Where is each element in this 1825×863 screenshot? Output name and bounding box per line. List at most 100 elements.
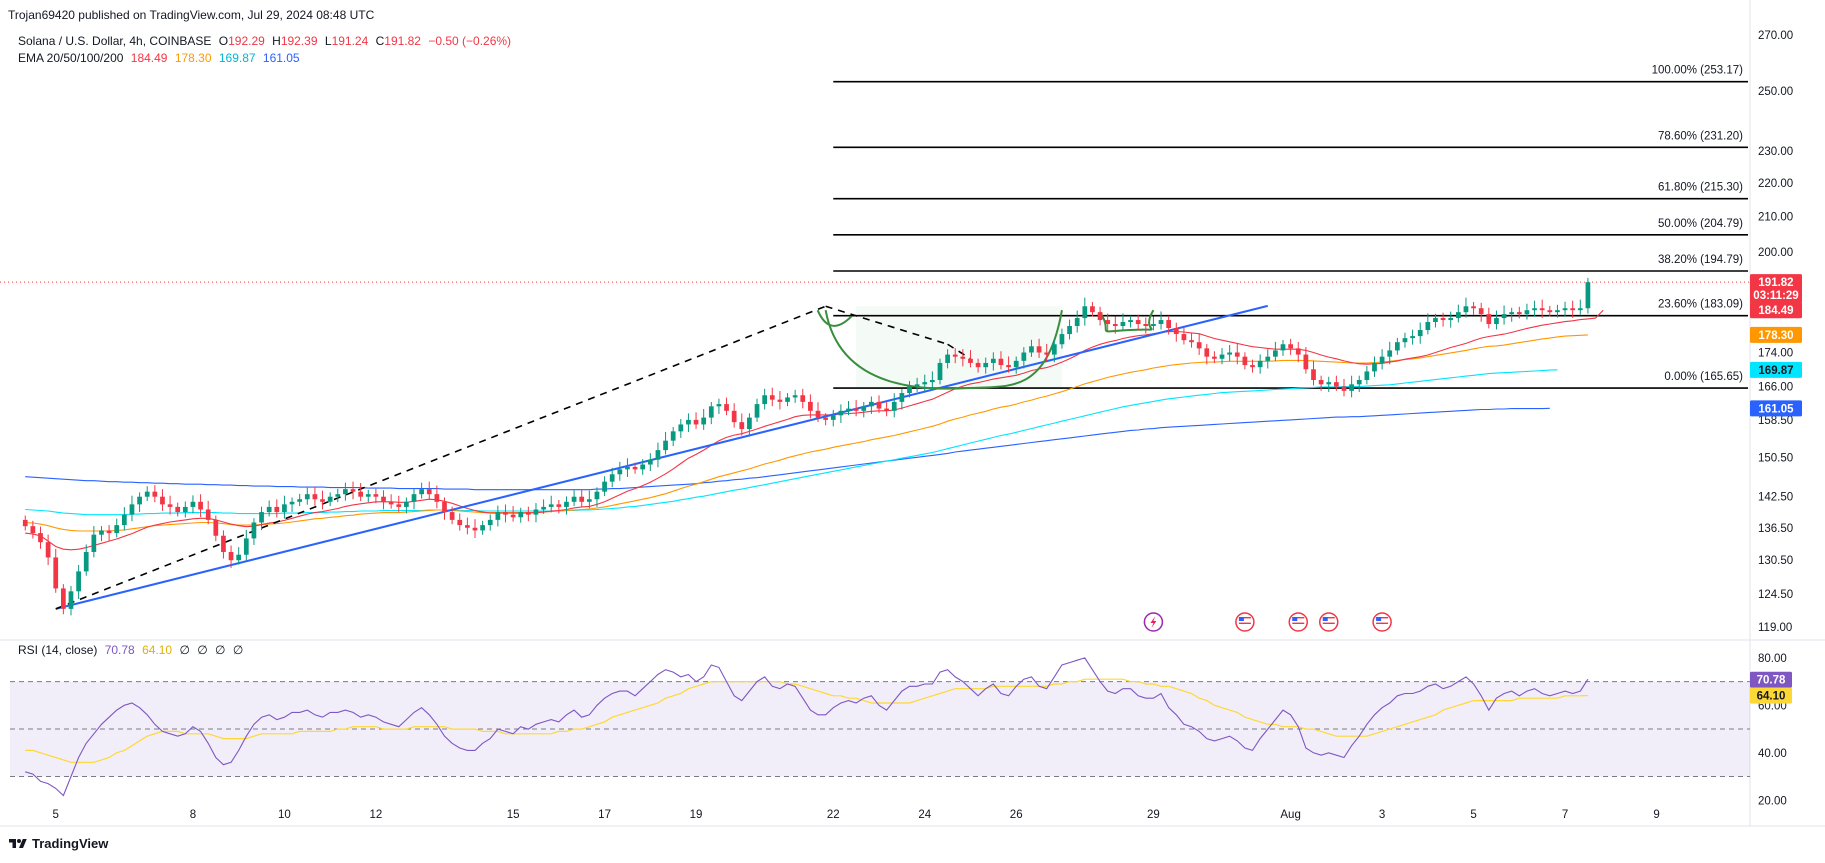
rsi-value: 70.78 [104, 643, 135, 657]
candle-body [815, 410, 821, 418]
candle [968, 350, 973, 368]
candle-body [1547, 310, 1553, 313]
candle-body [221, 535, 226, 552]
candle-body [274, 506, 280, 513]
candle-body [960, 356, 966, 359]
candle [983, 357, 989, 374]
ema20-line [25, 309, 1604, 551]
candle [327, 492, 333, 507]
candle [1173, 322, 1179, 342]
tradingview-brand[interactable]: TradingView [8, 836, 108, 851]
candle [716, 398, 722, 414]
candle-body [1471, 306, 1476, 309]
candle-body [1455, 312, 1461, 319]
candle-body [106, 530, 112, 534]
candle [625, 458, 630, 477]
drawings[interactable] [55, 304, 1269, 610]
candle-body [701, 417, 707, 425]
candle [1265, 349, 1271, 369]
candle-body [1036, 346, 1042, 353]
candle [1082, 297, 1088, 326]
candle [876, 395, 882, 413]
ema100-value: 169.87 [218, 51, 256, 65]
candle-body [1257, 360, 1263, 368]
candle [594, 487, 600, 507]
flag-canton [1376, 617, 1382, 621]
candle-body [411, 494, 417, 502]
candle-body [1189, 340, 1194, 343]
time-tick-label: 12 [369, 809, 382, 821]
candle-body [1356, 379, 1362, 385]
ema50-line [25, 334, 1588, 532]
candle [365, 489, 371, 503]
candle [1242, 352, 1248, 370]
candle-body [419, 489, 424, 495]
candle-body [579, 496, 585, 502]
candle-body [609, 474, 615, 482]
candle-body [518, 512, 524, 518]
candle [1394, 337, 1400, 355]
candle [678, 419, 684, 438]
rsi-extra-4: ∅ [232, 643, 244, 657]
fib-level-label: 50.00% (204.79) [1658, 218, 1743, 230]
candle [579, 489, 585, 508]
candle [1516, 306, 1522, 319]
candle-body [1303, 354, 1309, 370]
candle-body [480, 525, 485, 531]
candle [1036, 338, 1042, 358]
ema-legend[interactable]: EMA 20/50/100/200 184.49 178.30 169.87 1… [18, 51, 304, 65]
candle-body [365, 494, 371, 497]
time-tick-label: 5 [53, 809, 59, 821]
rsi-extra-3: ∅ [215, 643, 226, 657]
candle [312, 486, 318, 506]
candle-body [1394, 342, 1400, 351]
candle [952, 348, 958, 364]
flag-stripe [1376, 622, 1389, 624]
candle [182, 501, 188, 518]
candle [274, 499, 280, 518]
event-markers[interactable] [1143, 612, 1392, 632]
rsi-extra-1: ∅ [179, 643, 190, 657]
candle-body [586, 499, 592, 502]
candle-body [1372, 362, 1377, 372]
candle-body [548, 504, 554, 507]
open-label: O [218, 34, 229, 48]
candle-body [1280, 344, 1286, 351]
candle [663, 432, 668, 455]
candle-body [1402, 338, 1408, 343]
cup-left-curve [816, 309, 853, 327]
candle [1257, 354, 1263, 374]
candle-body [236, 554, 242, 561]
ema20-value: 184.49 [130, 51, 168, 65]
candle [617, 461, 623, 481]
candle [1212, 351, 1217, 364]
symbol-legend[interactable]: Solana / U.S. Dollar, 4h, COINBASE O192.… [18, 34, 515, 48]
candle [449, 506, 455, 525]
candle [785, 393, 790, 407]
rsi-legend[interactable]: RSI (14, close) 70.78 64.10 ∅ ∅ ∅ ∅ [18, 643, 247, 657]
candle-body [617, 469, 623, 475]
candle-body [625, 466, 630, 470]
candle [38, 526, 43, 549]
candle [830, 409, 836, 427]
fib-level-label: 100.00% (253.17) [1652, 65, 1744, 77]
candle [472, 519, 478, 539]
candle [1410, 329, 1415, 345]
fibonacci-retracement[interactable]: 100.00% (253.17) 78.60% (231.20) 61.80% (2… [0, 65, 1750, 389]
candle-body [1311, 369, 1316, 380]
candle [525, 506, 531, 522]
candle [1128, 315, 1133, 328]
candle [190, 495, 196, 514]
price-tick-label: 220.00 [1758, 178, 1793, 190]
candle-body [1295, 348, 1301, 355]
candle-body [869, 401, 874, 407]
rsi-ma-value: 64.10 [142, 643, 173, 657]
candle-body [670, 431, 676, 441]
candle [861, 402, 867, 418]
candle-body [594, 491, 600, 500]
candle [1029, 339, 1034, 357]
time-tick-label: 15 [507, 809, 520, 821]
candle [1227, 344, 1233, 362]
flag-stripe [1238, 619, 1251, 622]
